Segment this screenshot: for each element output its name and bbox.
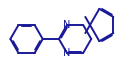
Text: N: N (63, 20, 71, 30)
Text: N: N (63, 48, 71, 58)
